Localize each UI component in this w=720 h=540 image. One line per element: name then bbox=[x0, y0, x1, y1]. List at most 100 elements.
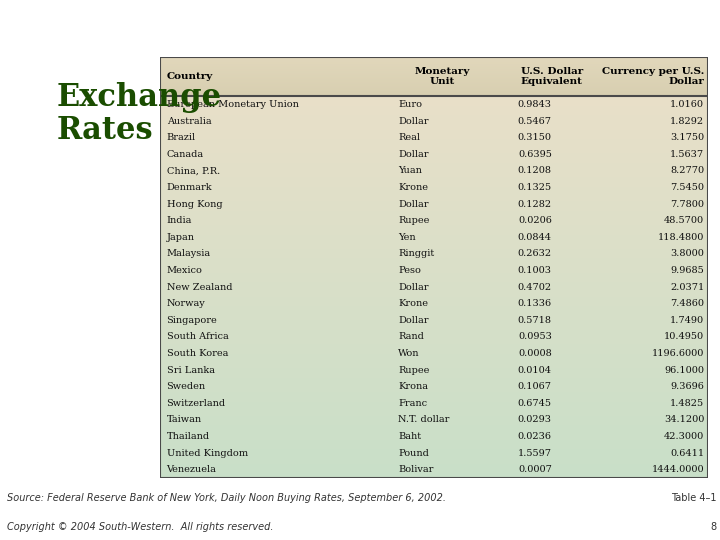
Text: South Africa: South Africa bbox=[166, 333, 228, 341]
Text: Venezuela: Venezuela bbox=[166, 465, 217, 474]
Text: 7.5450: 7.5450 bbox=[670, 183, 704, 192]
Bar bbox=[160, 73, 708, 74]
Text: 0.0007: 0.0007 bbox=[518, 465, 552, 474]
Bar bbox=[160, 101, 708, 106]
Text: N.T. dollar: N.T. dollar bbox=[398, 415, 450, 424]
Bar bbox=[160, 65, 708, 66]
Bar bbox=[160, 268, 708, 273]
Text: 0.2632: 0.2632 bbox=[518, 249, 552, 258]
Text: Copyright © 2004 South-Western.  All rights reserved.: Copyright © 2004 South-Western. All righ… bbox=[7, 522, 274, 532]
Text: Dollar: Dollar bbox=[398, 200, 429, 208]
Text: 0.1325: 0.1325 bbox=[518, 183, 552, 192]
Text: Dollar: Dollar bbox=[398, 316, 429, 325]
Text: 0.0104: 0.0104 bbox=[518, 366, 552, 375]
Text: 7.7800: 7.7800 bbox=[670, 200, 704, 208]
Text: 0.1003: 0.1003 bbox=[518, 266, 552, 275]
Text: 10.4950: 10.4950 bbox=[664, 333, 704, 341]
Text: 8.2770: 8.2770 bbox=[670, 166, 704, 176]
Text: 118.4800: 118.4800 bbox=[658, 233, 704, 242]
Bar bbox=[160, 192, 708, 197]
Text: 0.0953: 0.0953 bbox=[518, 333, 552, 341]
Bar bbox=[160, 449, 708, 454]
Bar bbox=[160, 82, 708, 83]
Text: Yen: Yen bbox=[398, 233, 416, 242]
Bar bbox=[160, 177, 708, 182]
Bar bbox=[160, 244, 708, 249]
Text: Dollar: Dollar bbox=[398, 150, 429, 159]
Bar bbox=[160, 296, 708, 301]
Bar bbox=[160, 77, 708, 78]
Bar bbox=[160, 201, 708, 206]
Text: Country: Country bbox=[166, 72, 213, 81]
Bar bbox=[160, 311, 708, 316]
Bar bbox=[160, 61, 708, 62]
Text: Rand: Rand bbox=[398, 333, 424, 341]
Text: 96.1000: 96.1000 bbox=[664, 366, 704, 375]
Bar bbox=[160, 278, 708, 282]
Text: China, P.R.: China, P.R. bbox=[166, 166, 220, 176]
Bar bbox=[160, 402, 708, 407]
Bar bbox=[160, 163, 708, 168]
Bar bbox=[160, 335, 708, 340]
Bar bbox=[160, 469, 708, 473]
Bar bbox=[160, 111, 708, 115]
Text: Norway: Norway bbox=[166, 299, 205, 308]
Text: 1.4825: 1.4825 bbox=[670, 399, 704, 408]
Text: Taiwan: Taiwan bbox=[166, 415, 202, 424]
Text: Ringgit: Ringgit bbox=[398, 249, 435, 258]
Text: Brazil: Brazil bbox=[166, 133, 196, 142]
Bar bbox=[160, 316, 708, 320]
Bar bbox=[160, 95, 708, 96]
Bar bbox=[160, 58, 708, 59]
Bar bbox=[160, 234, 708, 239]
Bar bbox=[160, 153, 708, 158]
Bar bbox=[160, 220, 708, 225]
Bar bbox=[160, 430, 708, 435]
Bar bbox=[160, 74, 708, 75]
Bar bbox=[160, 382, 708, 387]
Bar bbox=[160, 106, 708, 111]
Text: Krona: Krona bbox=[398, 382, 428, 391]
Text: 0.9843: 0.9843 bbox=[518, 100, 552, 109]
Text: 1.7490: 1.7490 bbox=[670, 316, 704, 325]
Bar bbox=[160, 263, 708, 268]
Bar bbox=[160, 225, 708, 230]
Text: 3.1750: 3.1750 bbox=[670, 133, 704, 142]
Bar bbox=[160, 59, 708, 61]
Bar bbox=[160, 130, 708, 134]
Bar bbox=[160, 86, 708, 87]
Bar bbox=[160, 282, 708, 287]
Text: 0.0844: 0.0844 bbox=[518, 233, 552, 242]
Text: Euro: Euro bbox=[398, 100, 423, 109]
Bar bbox=[160, 411, 708, 416]
Bar bbox=[160, 78, 708, 79]
Bar bbox=[160, 407, 708, 411]
Text: Singapore: Singapore bbox=[166, 316, 217, 325]
Text: 1.5597: 1.5597 bbox=[518, 449, 552, 457]
Bar bbox=[160, 421, 708, 426]
Text: Switzerland: Switzerland bbox=[166, 399, 225, 408]
Text: Pound: Pound bbox=[398, 449, 429, 457]
Text: 0.5718: 0.5718 bbox=[518, 316, 552, 325]
Bar bbox=[160, 287, 708, 292]
Text: Denmark: Denmark bbox=[166, 183, 212, 192]
Text: 0.5467: 0.5467 bbox=[518, 117, 552, 126]
Text: 0.6395: 0.6395 bbox=[518, 150, 552, 159]
Text: 0.1208: 0.1208 bbox=[518, 166, 552, 176]
Text: Bolivar: Bolivar bbox=[398, 465, 433, 474]
Text: India: India bbox=[166, 216, 192, 225]
Text: 0.1336: 0.1336 bbox=[518, 299, 552, 308]
Text: 0.0008: 0.0008 bbox=[518, 349, 552, 358]
Bar bbox=[160, 440, 708, 444]
Bar bbox=[160, 416, 708, 421]
Bar bbox=[160, 158, 708, 163]
Bar bbox=[160, 368, 708, 373]
Bar bbox=[160, 363, 708, 368]
Text: 3.8000: 3.8000 bbox=[670, 249, 704, 258]
Text: Japan: Japan bbox=[166, 233, 194, 242]
Bar bbox=[160, 70, 708, 71]
Bar bbox=[160, 87, 708, 89]
Bar bbox=[160, 426, 708, 430]
Bar bbox=[160, 83, 708, 84]
Bar bbox=[160, 306, 708, 311]
